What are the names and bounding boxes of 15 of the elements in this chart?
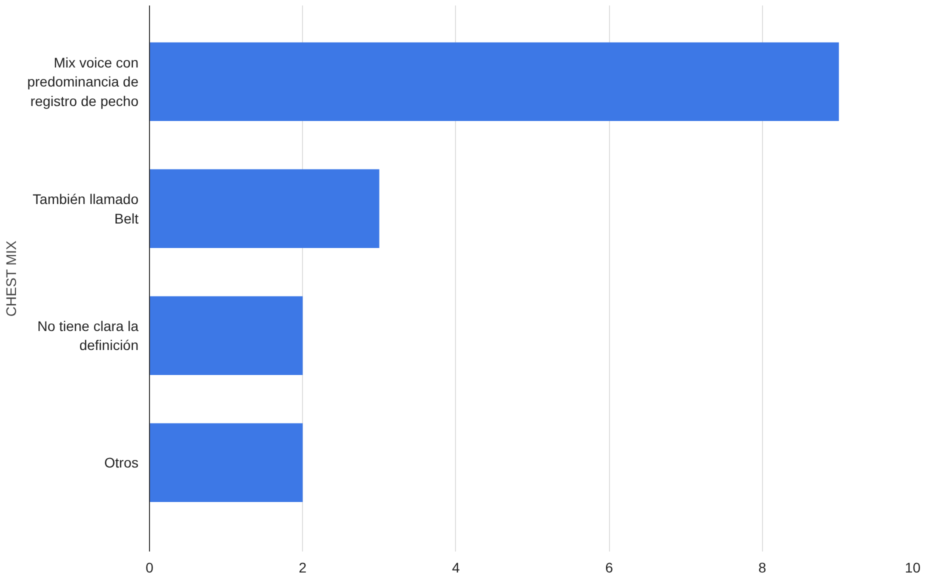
bar xyxy=(150,296,303,375)
x-tick-label: 8 xyxy=(758,560,766,576)
x-tick-label: 4 xyxy=(452,560,460,576)
x-tick-label: 10 xyxy=(904,560,921,576)
y-tick-label: Otros xyxy=(104,454,139,471)
bar xyxy=(150,42,839,122)
bar xyxy=(150,423,303,502)
y-tick-label: Mix voice con predominancia de registro de pecho xyxy=(27,54,139,109)
y-tick-label: También llamado Belt xyxy=(32,191,139,226)
bar xyxy=(150,169,380,248)
x-tick-label: 0 xyxy=(146,560,154,576)
y-tick-label: No tiene clara la definición xyxy=(37,318,139,354)
x-tick-label: 6 xyxy=(605,560,614,576)
y-axis-title: CHEST MIX xyxy=(3,240,20,317)
x-tick-label: 2 xyxy=(298,560,307,576)
